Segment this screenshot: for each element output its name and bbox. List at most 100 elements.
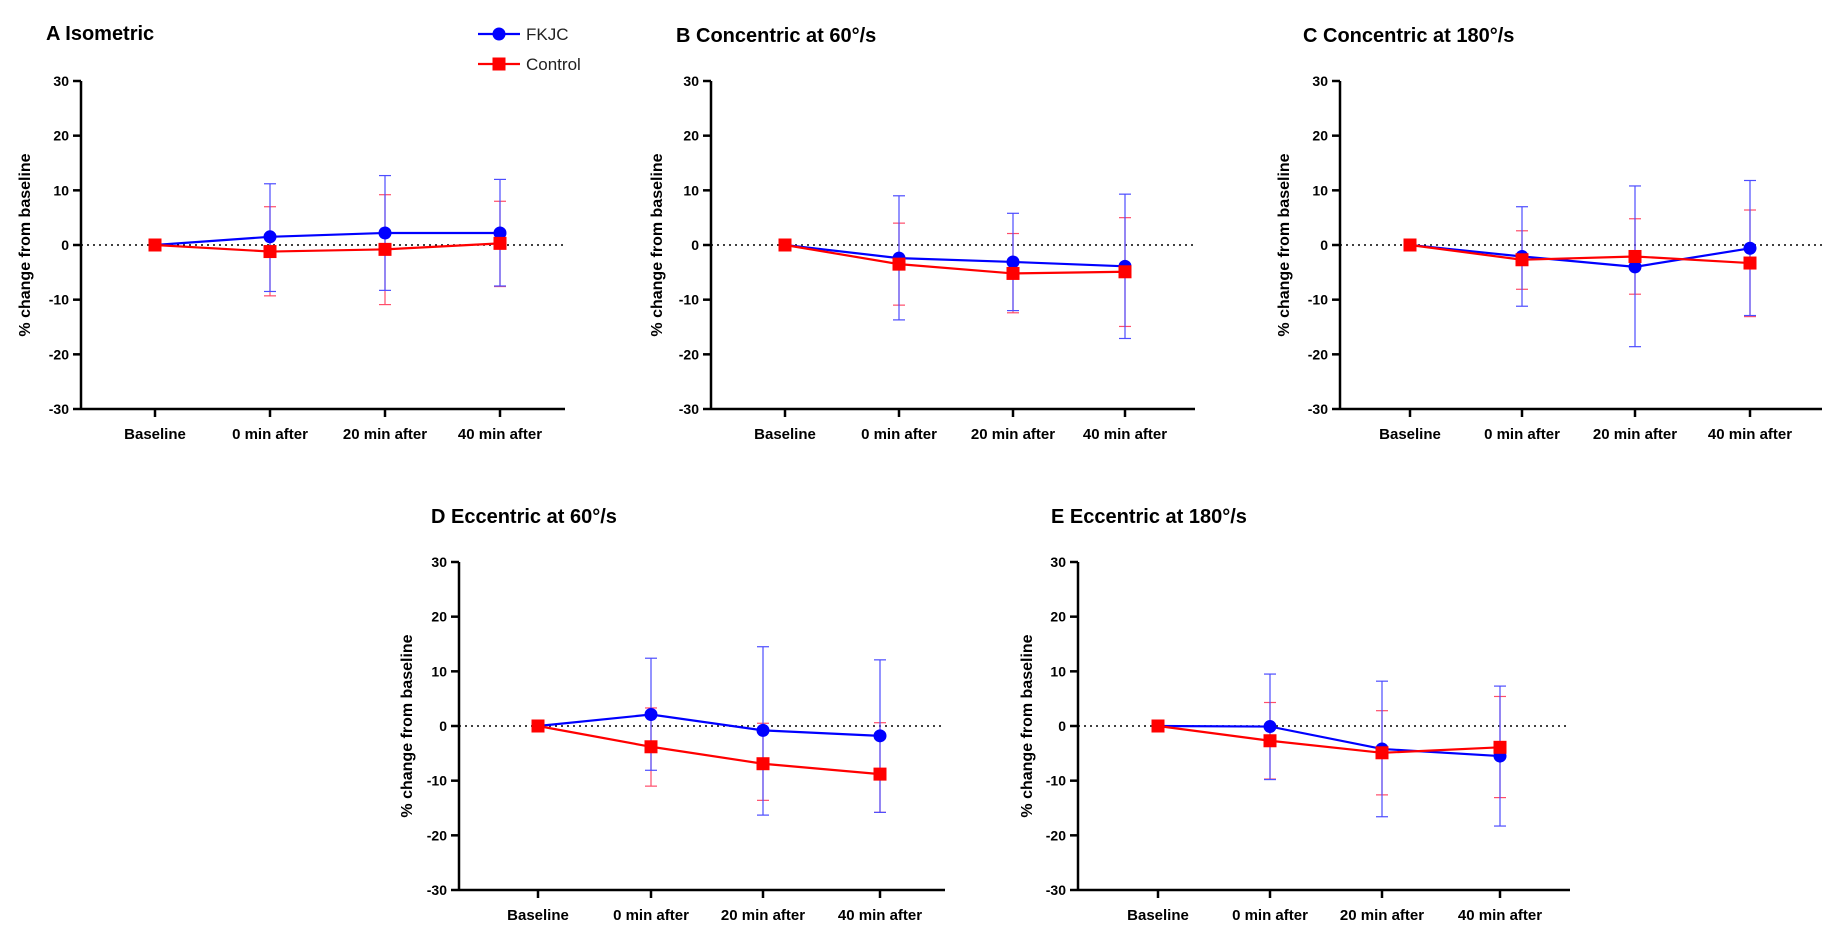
data-point-fkjc [263, 230, 277, 244]
y-tick-label: 0 [1058, 718, 1066, 734]
x-tick-label: 0 min after [613, 907, 689, 924]
data-point-control [531, 719, 545, 733]
y-tick-label: 30 [1312, 73, 1328, 89]
data-point-fkjc [1263, 720, 1277, 734]
data-point-fkjc [1743, 241, 1757, 255]
y-axis-label: % change from baseline [17, 153, 34, 336]
data-point-control [778, 238, 792, 252]
y-tick-label: 0 [61, 237, 69, 253]
series-line-fkjc [537, 713, 881, 737]
x-tick-label: 20 min after [971, 426, 1055, 443]
series-line-fkjc [1157, 724, 1501, 758]
y-tick-label: 10 [683, 182, 699, 198]
x-tick-label: 0 min after [1484, 426, 1560, 443]
x-tick-label: 0 min after [861, 426, 937, 443]
x-tick-label: Baseline [1127, 907, 1189, 924]
x-tick-label: 40 min after [1458, 907, 1542, 924]
legend: FKJC Control [478, 25, 581, 74]
x-tick-label: 20 min after [343, 426, 427, 443]
y-tick-label: -20 [1046, 827, 1066, 843]
legend-marker-fkjc [492, 27, 506, 41]
x-tick-label: Baseline [754, 426, 816, 443]
chart-panel-a: A Isometric -30 -20 -10 0 10 20 30 Baseline 0 min… [17, 23, 565, 443]
legend-label-control: Control [526, 55, 581, 74]
data-point-control [873, 767, 887, 781]
y-tick-label: -30 [679, 401, 699, 417]
data-point-control [1403, 238, 1417, 252]
x-tick-label: 0 min after [232, 426, 308, 443]
y-tick-label: -20 [1308, 346, 1328, 362]
y-tick-label: -10 [1046, 773, 1066, 789]
chart-panel-c: C Concentric at 180°/s -30 -20 -10 0 10 20 30 Ba… [1276, 25, 1822, 443]
panel-title: B Concentric at 60°/s [676, 25, 876, 47]
y-tick-label: -10 [679, 292, 699, 308]
y-axis-label: % change from baseline [1276, 153, 1293, 336]
chart-panel-b: B Concentric at 60°/s -30 -20 -10 0 10 20 30 Bas… [649, 25, 1195, 443]
data-point-control [1006, 266, 1020, 280]
data-point-fkjc [873, 729, 887, 743]
series-line-control [154, 242, 501, 253]
y-tick-label: -10 [49, 292, 69, 308]
data-point-control [493, 236, 507, 250]
x-tick-label: 40 min after [838, 907, 922, 924]
series-line-control [1157, 724, 1501, 754]
data-point-fkjc [378, 226, 392, 240]
data-point-control [1263, 734, 1277, 748]
y-tick-label: -20 [679, 346, 699, 362]
y-tick-label: 10 [53, 182, 69, 198]
data-point-control [148, 238, 162, 252]
x-tick-label: 40 min after [458, 426, 542, 443]
y-tick-label: 30 [683, 73, 699, 89]
x-tick-label: 20 min after [1340, 907, 1424, 924]
y-tick-label: 10 [1312, 182, 1328, 198]
data-point-control [1151, 719, 1165, 733]
panel-title: C Concentric at 180°/s [1303, 25, 1514, 47]
data-point-fkjc [756, 723, 770, 737]
y-tick-label: 20 [431, 609, 447, 625]
data-point-fkjc [1006, 255, 1020, 269]
data-point-fkjc [493, 226, 507, 240]
y-tick-label: 30 [1050, 554, 1066, 570]
y-tick-label: 30 [53, 73, 69, 89]
data-point-control [892, 257, 906, 271]
y-tick-label: 0 [1320, 237, 1328, 253]
data-point-control [378, 242, 392, 256]
panel-title: A Isometric [46, 23, 154, 45]
data-point-control [1375, 746, 1389, 760]
data-point-control [1743, 256, 1757, 270]
x-tick-label: 20 min after [721, 907, 805, 924]
series-line-fkjc [1409, 243, 1751, 268]
y-tick-label: -20 [427, 827, 447, 843]
legend-label-fkjc: FKJC [526, 25, 569, 44]
y-tick-label: -30 [1308, 401, 1328, 417]
y-tick-label: 20 [53, 128, 69, 144]
panel-title: E Eccentric at 180°/s [1051, 506, 1247, 528]
y-tick-label: -30 [427, 882, 447, 898]
y-tick-label: 20 [1312, 128, 1328, 144]
series-line-control [784, 243, 1126, 275]
y-tick-label: -10 [1308, 292, 1328, 308]
x-tick-label: 40 min after [1083, 426, 1167, 443]
chart-panel-e: E Eccentric at 180°/s -30 -20 -10 0 10 20 30 Bas… [1019, 506, 1570, 924]
data-point-control [1515, 253, 1529, 267]
data-point-control [1628, 249, 1642, 263]
y-tick-label: 10 [431, 663, 447, 679]
series-line-fkjc [784, 243, 1126, 268]
data-point-control [1493, 740, 1507, 754]
y-tick-label: -10 [427, 773, 447, 789]
y-tick-label: 0 [439, 718, 447, 734]
x-tick-label: 40 min after [1708, 426, 1792, 443]
y-tick-label: 30 [431, 554, 447, 570]
data-point-control [263, 245, 277, 259]
data-point-control [1118, 265, 1132, 279]
data-point-control [756, 757, 770, 771]
x-tick-label: Baseline [124, 426, 186, 443]
y-tick-label: 0 [691, 237, 699, 253]
x-tick-label: 0 min after [1232, 907, 1308, 924]
series-line-fkjc [154, 231, 500, 247]
data-point-control [644, 740, 658, 754]
chart-panel-d: D Eccentric at 60°/s -30 -20 -10 0 10 20 30 Base… [399, 506, 945, 924]
y-axis-label: % change from baseline [1019, 634, 1036, 817]
x-tick-label: Baseline [1379, 426, 1441, 443]
x-tick-label: Baseline [507, 907, 569, 924]
